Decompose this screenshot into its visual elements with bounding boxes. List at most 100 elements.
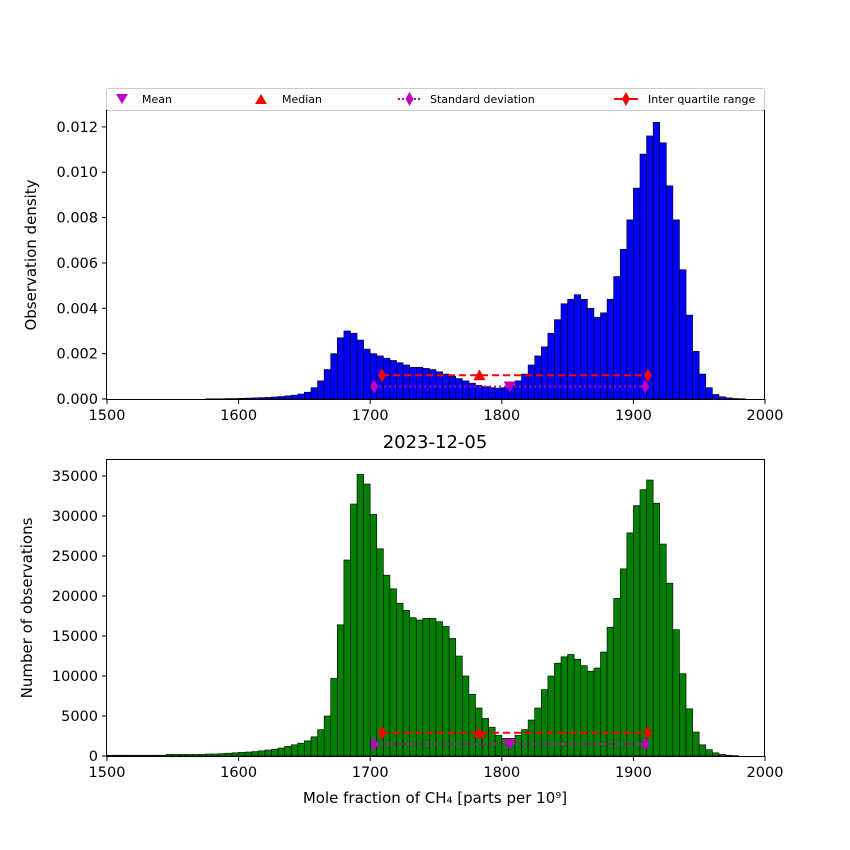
count-x-tick-label: 1600 [220, 765, 257, 781]
count-bar [600, 651, 608, 757]
count-bar [376, 548, 384, 757]
density-bar [244, 397, 253, 400]
count-bar [277, 747, 285, 757]
count-x-tick-label: 1700 [352, 765, 389, 781]
count-bar [547, 675, 555, 757]
count-bar [106, 754, 114, 757]
density-bar [415, 366, 424, 400]
density-bar [310, 387, 318, 400]
density-statistic-markers [370, 368, 652, 394]
count-y-tick-label: 5000 [61, 709, 98, 725]
count-bar [350, 503, 358, 757]
count-bar [685, 708, 693, 757]
count-iqr-marker [643, 725, 652, 740]
legend-box [106, 88, 765, 111]
count-bar [165, 754, 174, 757]
density-bar [639, 153, 647, 400]
density-bar [488, 387, 496, 400]
density-bar [409, 366, 417, 400]
count-bar [659, 543, 667, 757]
count-x-tick-label: 2000 [747, 765, 784, 781]
legend-iqr-label: Inter quartile range [648, 93, 755, 106]
density-bar [567, 298, 575, 400]
density-x-axis: 1500 1600 1700 1800 1900 2000 [89, 399, 783, 424]
count-bar [159, 754, 167, 757]
density-y-tick-label: 0.008 [56, 211, 98, 227]
count-y-tick-label: 0 [89, 749, 98, 765]
count-bar [646, 479, 654, 757]
count-y-tick-label: 35000 [52, 469, 98, 485]
count-bar [409, 617, 417, 757]
legend-entry-standard-deviation: Standard deviation [398, 92, 535, 106]
count-bar [665, 582, 674, 757]
density-y-tick-label: 0.010 [56, 165, 98, 181]
count-bar [244, 751, 253, 757]
legend-mean-label: Mean [142, 93, 172, 106]
density-bar [580, 298, 588, 400]
density-bar [343, 330, 351, 400]
count-bar [198, 754, 206, 757]
legend-median-marker [255, 94, 267, 104]
density-bar [692, 351, 700, 400]
density-y-axis: 0.000 0.002 0.004 0.006 0.008 0.010 0.012 [56, 120, 107, 408]
density-bar [613, 276, 621, 400]
count-x-tick-label: 1900 [615, 765, 652, 781]
count-bar [119, 754, 128, 757]
count-bar [639, 489, 647, 757]
count-bar [284, 746, 292, 757]
count-std-marker [370, 737, 379, 751]
count-bar [422, 618, 430, 757]
count-y-tick-label: 20000 [52, 589, 98, 605]
count-bar [369, 514, 378, 757]
density-y-tick-label: 0.006 [56, 256, 98, 272]
density-bar [330, 353, 338, 400]
legend-entry-inter-quartile-range: Inter quartile range [614, 92, 755, 106]
density-bar [501, 387, 509, 400]
count-bar [336, 624, 345, 757]
density-std-marker [641, 379, 650, 394]
density-bar [251, 397, 259, 400]
count-x-tick-label: 1500 [89, 765, 126, 781]
density-bar [402, 364, 410, 400]
count-y-tick-label: 30000 [52, 509, 98, 525]
legend-std-label: Standard deviation [430, 93, 535, 106]
count-bar [488, 726, 496, 757]
count-bar [429, 618, 437, 757]
density-bar [514, 380, 522, 400]
density-bar [264, 397, 272, 400]
count-y-axis-label: Number of observations [18, 517, 36, 698]
density-bar [718, 396, 726, 400]
count-bar [356, 474, 364, 757]
count-bar [264, 749, 272, 757]
count-bar [211, 753, 220, 757]
count-bar [389, 588, 397, 757]
density-bar [481, 386, 489, 400]
count-bar [573, 658, 582, 757]
density-bar [527, 364, 535, 400]
density-iqr-marker [643, 368, 652, 383]
density-x-tick-label: 1700 [352, 408, 389, 424]
count-plot-frame [106, 459, 765, 757]
density-bar [297, 393, 305, 400]
legend-std-marker [405, 92, 414, 106]
density-iqr-marker [378, 368, 387, 383]
count-y-tick-label: 25000 [52, 549, 98, 565]
count-bar [231, 752, 239, 757]
density-y-tick-label: 0.004 [56, 301, 98, 317]
count-statistic-markers [370, 725, 652, 751]
density-y-tick-label: 0.000 [56, 392, 98, 408]
count-x-axis: 1500 1600 1700 1800 1900 2000 [89, 756, 784, 781]
density-bar [422, 368, 430, 400]
density-x-tick-label: 1600 [220, 408, 257, 424]
count-bar [560, 656, 568, 757]
count-bar [567, 654, 575, 757]
density-bar [336, 337, 345, 400]
count-bar [113, 754, 121, 757]
count-bar [725, 754, 733, 757]
density-bar [238, 398, 246, 400]
density-bar [606, 298, 614, 400]
density-bar [712, 394, 720, 400]
density-bar [633, 187, 641, 400]
density-bar [534, 355, 542, 400]
legend-median-label: Median [282, 93, 322, 106]
